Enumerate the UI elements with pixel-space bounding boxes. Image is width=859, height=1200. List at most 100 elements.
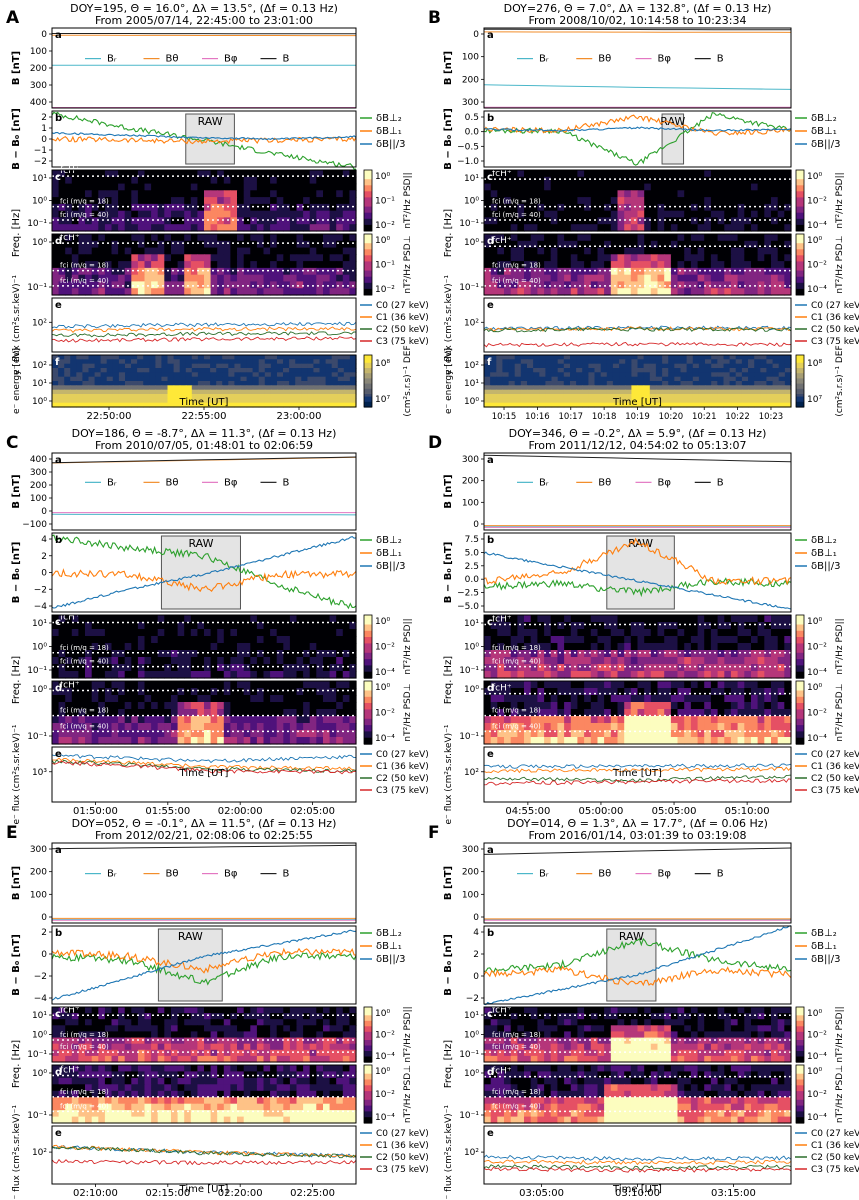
- y-tick-label: 10¹: [32, 174, 47, 184]
- energy-cell: [246, 398, 254, 404]
- colorbar-cell: [364, 725, 372, 729]
- y-tick-label: 400: [30, 455, 47, 465]
- spectrogram-cell: [190, 224, 198, 232]
- spectrogram-cell: [550, 650, 558, 658]
- energy-cell: [143, 355, 150, 360]
- spectrogram-cell: [263, 615, 271, 623]
- spectrogram-cell: [131, 622, 139, 630]
- spectrogram-cell: [223, 197, 231, 205]
- x-tick-label: 10:21: [692, 412, 717, 422]
- energy-cell: [179, 381, 187, 386]
- energy-cell: [557, 376, 565, 382]
- spectrogram-cell: [329, 636, 337, 644]
- spectrogram-cell: [78, 234, 86, 242]
- spectrogram-cell: [256, 716, 265, 724]
- spectrogram-cell: [256, 267, 265, 276]
- energy-cell: [161, 372, 169, 378]
- energy-cell: [563, 359, 571, 365]
- spectrogram-cell: [537, 176, 545, 185]
- spectrogram-cell: [204, 615, 212, 623]
- spectrogram-cell: [704, 288, 712, 296]
- spectrogram-cell: [564, 709, 572, 717]
- spectrogram-cell: [617, 688, 625, 696]
- energy-cell: [106, 359, 114, 365]
- subplot-c: fcH⁺fci (m/q = 18)fci (m/q = 40)10¹10⁰10…: [11, 613, 413, 705]
- spectrogram-cell: [78, 688, 86, 696]
- energy-cell: [112, 372, 120, 378]
- colorbar-cell: [796, 368, 804, 372]
- spectrogram-cell: [104, 288, 113, 296]
- spectrogram-cell: [171, 224, 179, 232]
- spectrogram-cell: [190, 657, 198, 665]
- spectrogram-cell: [557, 688, 565, 696]
- axes-frame: [483, 532, 792, 613]
- spectrogram-cell: [276, 716, 284, 724]
- spectrogram-cell: [276, 643, 284, 651]
- energy-cell: [283, 363, 290, 369]
- spectrogram-cell: [137, 203, 146, 212]
- energy-cell: [514, 385, 522, 391]
- spectrogram-cell: [177, 281, 185, 289]
- energy-cell: [619, 376, 626, 382]
- energy-cell: [698, 385, 706, 391]
- spectrogram-cell: [751, 261, 759, 269]
- spectrogram-cell: [504, 716, 512, 724]
- colorbar-tick-label: 10⁸: [807, 359, 822, 369]
- spectrogram-cell: [724, 688, 732, 696]
- energy-cell: [277, 359, 284, 365]
- spectrogram-cell: [737, 622, 745, 630]
- spectrogram-cell: [342, 261, 350, 269]
- spectrogram-cell: [704, 176, 712, 185]
- energy-cell: [514, 355, 522, 360]
- spectrogram-cell: [497, 217, 505, 225]
- panel-subtitle: From 2010/07/05, 01:48:01 to 02:06:59: [95, 439, 313, 452]
- series-dB_perp2: [483, 111, 792, 166]
- spectrogram-cell: [104, 176, 113, 185]
- spectrogram-cell: [644, 281, 652, 289]
- energy-cell: [155, 402, 163, 408]
- energy-cell: [772, 368, 780, 373]
- spectrogram-cell: [283, 288, 291, 296]
- energy-cell: [289, 398, 296, 404]
- colorbar-cell: [364, 355, 372, 359]
- spectrogram-cell: [336, 234, 344, 242]
- flux-series: [51, 321, 357, 329]
- spectrogram-cell: [289, 643, 298, 651]
- spectrogram-cell: [309, 217, 317, 225]
- energy-cell: [545, 385, 553, 391]
- spectrogram-cell: [577, 636, 585, 644]
- spectrogram-cell: [296, 240, 304, 249]
- energy-cell: [668, 398, 675, 404]
- spectrogram-cell: [309, 170, 317, 178]
- energy-cell: [514, 389, 522, 395]
- spectrogram-cell: [349, 247, 357, 255]
- spectrogram-cell: [230, 709, 238, 717]
- spectrogram-cell: [510, 636, 518, 644]
- spectrogram-cell: [777, 281, 785, 289]
- spectrogram-cell: [664, 664, 672, 672]
- energy-cell: [137, 398, 144, 404]
- spectrogram-cell: [316, 267, 324, 276]
- spectrogram-cell: [243, 615, 251, 623]
- spectrogram-cell: [737, 615, 745, 623]
- spectrogram-cell: [111, 170, 119, 178]
- spectrogram-cell: [704, 234, 712, 242]
- energy-cell: [692, 389, 700, 395]
- energy-cell: [576, 359, 583, 365]
- spectrogram-cell: [524, 657, 532, 665]
- spectrogram-cell: [263, 629, 271, 637]
- spectrogram-cell: [104, 681, 113, 689]
- colorbar-cell: [364, 249, 372, 253]
- energy-cell: [717, 402, 724, 408]
- energy-cell: [149, 402, 156, 408]
- energy-cell: [588, 385, 596, 391]
- energy-cell: [185, 355, 193, 360]
- spectrogram-cell: [118, 695, 126, 703]
- spectrogram-cell: [570, 224, 579, 232]
- energy-cell: [191, 376, 199, 382]
- x-tick-label: 22:55:00: [182, 411, 227, 422]
- energy-cell: [606, 368, 614, 373]
- spectrogram-cell: [724, 615, 732, 623]
- energy-cell: [490, 398, 497, 404]
